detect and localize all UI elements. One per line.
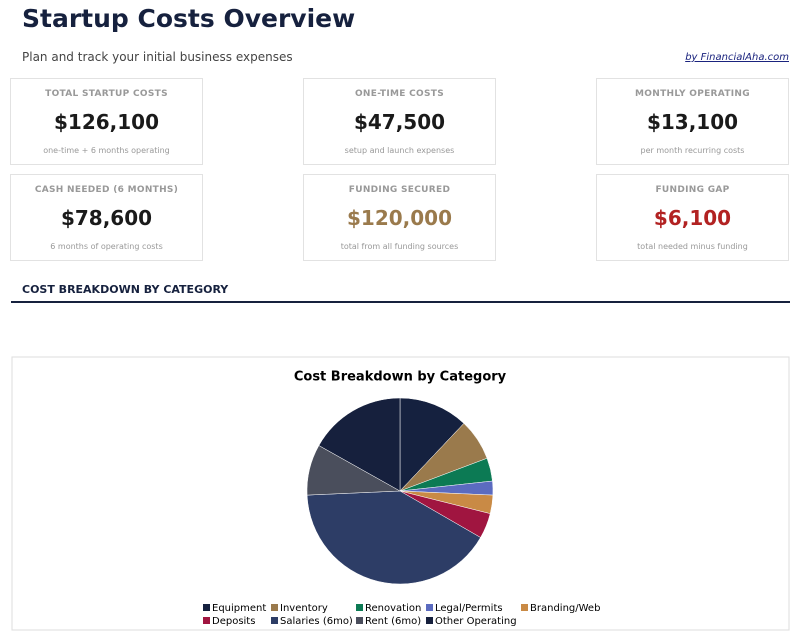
chart-title: Cost Breakdown by Category <box>294 370 507 385</box>
pie-slice <box>399 397 465 492</box>
legend-swatch <box>356 617 363 624</box>
card-value: $78,600 <box>60 206 153 230</box>
page-title: Startup Costs Overview <box>22 4 356 33</box>
legend-swatch <box>271 604 278 611</box>
legend-swatch <box>521 604 528 611</box>
legend-label: Other Operating <box>435 616 517 627</box>
legend-label: Equipment <box>212 603 266 614</box>
legend-swatch <box>271 617 278 624</box>
legend-label: Salaries (6mo) <box>280 616 353 627</box>
card-value: $47,500 <box>353 110 446 134</box>
card-note: total from all funding sources <box>340 242 459 251</box>
stat-card: FUNDING SECURED $120,000 total from all fu… <box>303 174 496 261</box>
card-value: $13,100 <box>646 110 739 134</box>
card-label: FUNDING SECURED <box>348 185 451 195</box>
legend-label: Inventory <box>280 603 328 614</box>
card-value: $120,000 <box>346 206 452 230</box>
card-note: per month recurring costs <box>640 146 745 155</box>
legend-label: Renovation <box>365 603 421 614</box>
stat-card: MONTHLY OPERATING $13,100 per month recurr… <box>596 78 789 165</box>
legend-swatch <box>203 604 210 611</box>
legend-label: Rent (6mo) <box>365 616 421 627</box>
legend-label: Legal/Permits <box>435 603 503 614</box>
card-note: 6 months of operating costs <box>50 242 163 251</box>
legend-label: Deposits <box>212 616 255 627</box>
card-value: $6,100 <box>653 206 732 230</box>
pie-slice <box>318 397 401 492</box>
legend-swatch <box>426 617 433 624</box>
card-label: MONTHLY OPERATING <box>635 89 750 99</box>
stat-card: CASH NEEDED (6 MONTHS) $78,600 6 months of… <box>10 174 203 261</box>
legend-swatch <box>356 604 363 611</box>
stat-card: FUNDING GAP $6,100 total needed minus fund… <box>596 174 789 261</box>
legend-swatch <box>426 604 433 611</box>
subtitle: Plan and track your initial business exp… <box>22 50 293 64</box>
card-note: setup and launch expenses <box>344 146 455 155</box>
source-link[interactable]: by FinancialAha.com <box>685 52 789 63</box>
card-note: one-time + 6 months operating <box>43 146 170 155</box>
card-label: ONE-TIME COSTS <box>354 89 445 99</box>
card-note: total needed minus funding <box>637 242 748 251</box>
section-rule <box>11 301 790 303</box>
legend-label: Branding/Web <box>530 603 600 614</box>
legend-swatch <box>203 617 210 624</box>
card-label: TOTAL STARTUP COSTS <box>45 89 168 99</box>
card-label: CASH NEEDED (6 MONTHS) <box>34 185 179 195</box>
pie-slice <box>306 490 481 585</box>
section-title: COST BREAKDOWN BY CATEGORY <box>22 283 229 296</box>
stat-card: TOTAL STARTUP COSTS $126,100 one-time + 6 … <box>10 78 203 165</box>
stat-card: ONE-TIME COSTS $47,500 setup and launch ex… <box>303 78 496 165</box>
card-label: FUNDING GAP <box>655 185 730 195</box>
card-value: $126,100 <box>53 110 159 134</box>
